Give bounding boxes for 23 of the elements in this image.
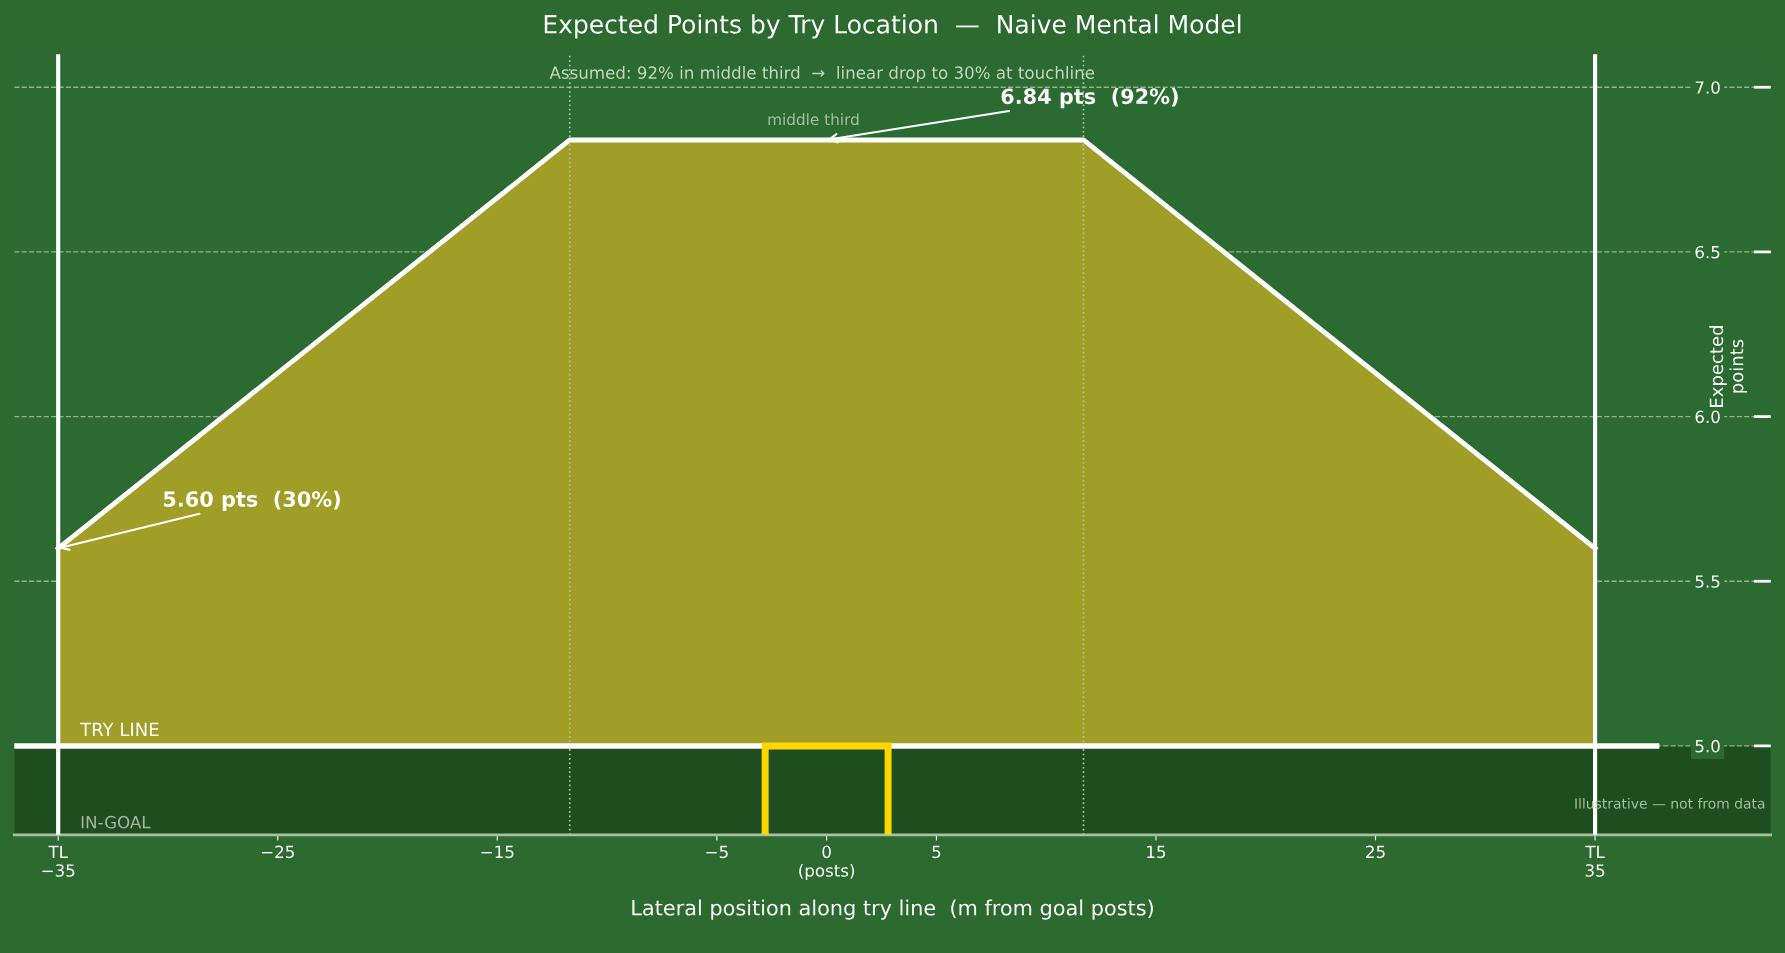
- y-tick-label: 5.0: [1695, 739, 1720, 753]
- y-tick-label: 6.0: [1695, 410, 1720, 424]
- y-axis-title: Expected points: [1709, 326, 1747, 407]
- annotation: 6.84 pts (92%): [1001, 88, 1178, 109]
- y-tick-label: 6.5: [1695, 245, 1720, 259]
- y-tick-label: 5.5: [1695, 575, 1720, 588]
- band-label: IN-GOAL: [81, 815, 151, 829]
- x-tick-label: TL 35: [1585, 845, 1605, 877]
- x-tick-label: 25: [1366, 845, 1385, 859]
- x-tick-label: −15: [481, 845, 514, 859]
- y-tick-label: 7.0: [1695, 81, 1720, 94]
- annotation: Assumed: 92% in middle third → linear drop to 30% at touchline: [549, 66, 1095, 83]
- x-tick-label: 0 (posts): [799, 845, 855, 881]
- x-tick-label: −25: [261, 845, 294, 859]
- annotation: 5.60 pts (30%): [163, 490, 340, 511]
- chart-title: Expected Points by Try Location — Naive Mental Model: [544, 14, 1241, 39]
- x-tick-label: −5: [706, 845, 728, 859]
- ref-line-label: TRY LINE: [80, 722, 159, 737]
- x-tick-label: 5: [932, 845, 941, 859]
- x-tick-label: TL −35: [42, 845, 75, 877]
- x-tick-label: 15: [1147, 845, 1166, 859]
- annotation: middle third: [768, 113, 859, 126]
- x-axis-title: Lateral position along try line (m from goal posts): [632, 899, 1153, 920]
